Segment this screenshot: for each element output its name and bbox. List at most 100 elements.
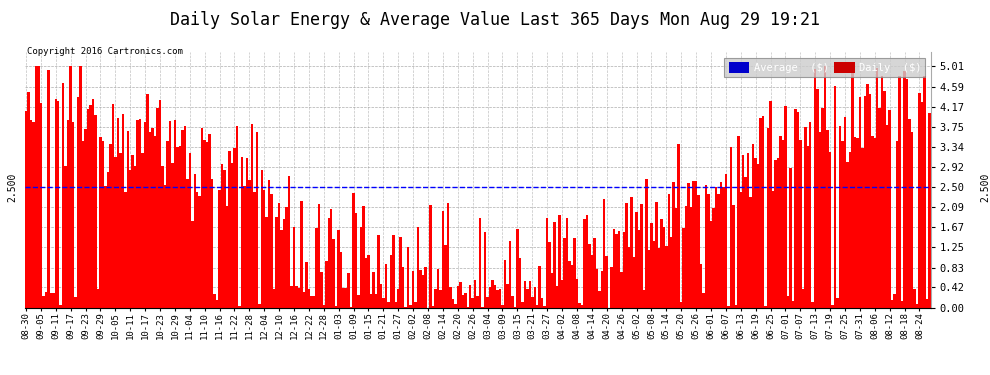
Bar (921, 102, 923, 308)
Bar (541, 298, 544, 307)
Bar (878, 108, 881, 308)
Bar (362, 207, 364, 308)
Bar (285, 207, 288, 308)
Bar (303, 292, 305, 308)
Bar (45, 292, 48, 308)
Bar (79, 66, 82, 308)
Bar (268, 180, 270, 308)
Bar (876, 68, 878, 308)
Bar (746, 153, 749, 308)
Bar (737, 136, 740, 308)
Bar (626, 202, 628, 308)
Bar (797, 112, 799, 308)
Bar (657, 248, 660, 308)
Bar (50, 293, 52, 308)
Bar (397, 289, 400, 308)
Bar (461, 295, 464, 307)
Bar (695, 181, 697, 308)
Bar (310, 296, 313, 307)
Bar (64, 166, 67, 308)
Bar (633, 257, 636, 307)
Text: 2.500: 2.500 (980, 172, 990, 202)
Bar (499, 289, 501, 308)
Bar (891, 300, 893, 307)
Bar (320, 272, 323, 308)
Bar (469, 285, 471, 308)
Bar (48, 70, 50, 308)
Bar (437, 269, 440, 308)
Bar (181, 130, 183, 308)
Bar (563, 238, 565, 308)
Bar (856, 138, 858, 308)
Bar (158, 100, 161, 308)
Bar (372, 272, 374, 308)
Bar (464, 293, 466, 308)
Bar (837, 298, 839, 307)
Bar (283, 219, 285, 308)
Bar (516, 229, 519, 308)
Bar (234, 148, 236, 308)
Bar (104, 186, 107, 308)
Bar (707, 194, 710, 308)
Bar (851, 66, 853, 308)
Bar (67, 120, 69, 308)
Bar (273, 289, 275, 308)
Bar (881, 76, 883, 308)
Bar (224, 170, 226, 308)
Bar (221, 164, 224, 308)
Bar (732, 205, 735, 308)
Bar (812, 302, 814, 307)
Bar (715, 187, 717, 308)
Bar (216, 300, 219, 307)
Bar (132, 155, 134, 308)
Bar (832, 304, 834, 307)
Legend: Average  ($), Daily  ($): Average ($), Daily ($) (725, 58, 926, 77)
Bar (568, 261, 571, 308)
Bar (318, 204, 320, 308)
Bar (183, 126, 186, 308)
Bar (124, 192, 127, 308)
Bar (454, 304, 456, 307)
Bar (265, 217, 268, 308)
Bar (573, 238, 576, 308)
Bar (690, 207, 692, 308)
Bar (364, 258, 367, 308)
Bar (550, 273, 553, 308)
Bar (231, 163, 234, 308)
Bar (258, 304, 260, 307)
Bar (638, 230, 641, 308)
Bar (613, 229, 616, 308)
Bar (325, 261, 328, 308)
Bar (843, 117, 846, 308)
Bar (328, 218, 330, 308)
Bar (521, 302, 524, 307)
Bar (710, 221, 712, 308)
Bar (392, 236, 395, 308)
Bar (792, 302, 794, 307)
Bar (412, 271, 415, 308)
Bar (313, 296, 315, 307)
Bar (616, 234, 618, 308)
Bar (255, 132, 258, 308)
Bar (442, 211, 445, 308)
Bar (163, 185, 166, 308)
Bar (682, 228, 685, 308)
Bar (717, 194, 720, 308)
Bar (486, 297, 489, 307)
Bar (777, 158, 779, 308)
Bar (347, 273, 349, 308)
Bar (560, 280, 563, 308)
Bar (861, 148, 863, 308)
Bar (893, 294, 896, 307)
Bar (842, 141, 843, 308)
Bar (275, 217, 278, 308)
Bar (430, 205, 432, 308)
Bar (730, 147, 732, 308)
Bar (349, 307, 352, 308)
Bar (471, 298, 474, 307)
Bar (107, 172, 109, 308)
Bar (906, 79, 908, 308)
Bar (263, 190, 265, 308)
Bar (576, 279, 578, 308)
Bar (28, 92, 30, 308)
